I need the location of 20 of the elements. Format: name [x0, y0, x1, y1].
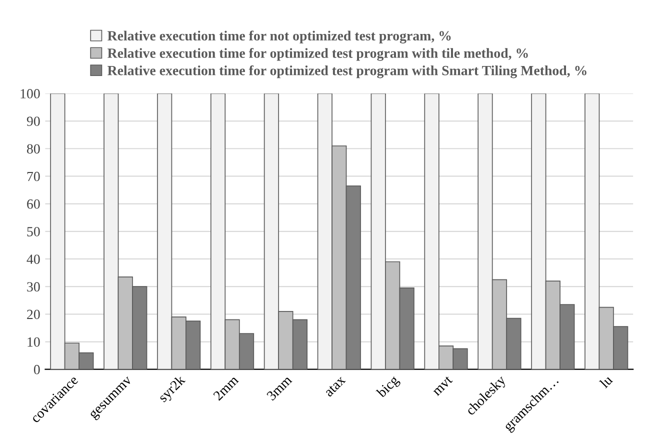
y-tick-label: 60 [27, 199, 40, 209]
legend-label: Relative execution time for not optimized test program, % [108, 30, 451, 44]
y-tick-label: 20 [27, 310, 40, 320]
legend-label: Relative execution time for optimized test program with Smart Tiling Method, % [108, 65, 586, 78]
y-tick-label: 90 [26, 116, 40, 126]
y-tick-label: 10 [28, 337, 40, 347]
x-tick-label: 3mm [266, 374, 292, 401]
y-tick-label: 0 [34, 364, 40, 374]
legend-label: Relative execution time for optimized test program with tile method, % [108, 48, 528, 61]
y-tick-label: 40 [26, 254, 40, 264]
y-tick-label: 30 [27, 282, 40, 292]
y-tick-label: 50 [27, 226, 40, 236]
y-tick-label: 80 [27, 144, 40, 154]
x-tick-label: lu [598, 374, 614, 389]
x-tick-label: mvt [432, 376, 453, 396]
x-tick-label: 2mm [212, 374, 239, 401]
y-tick-label: 100 [20, 89, 40, 98]
x-tick-label: bicg [376, 374, 402, 400]
y-tick-label: 70 [27, 172, 40, 182]
x-tick-label: atax [324, 376, 346, 398]
